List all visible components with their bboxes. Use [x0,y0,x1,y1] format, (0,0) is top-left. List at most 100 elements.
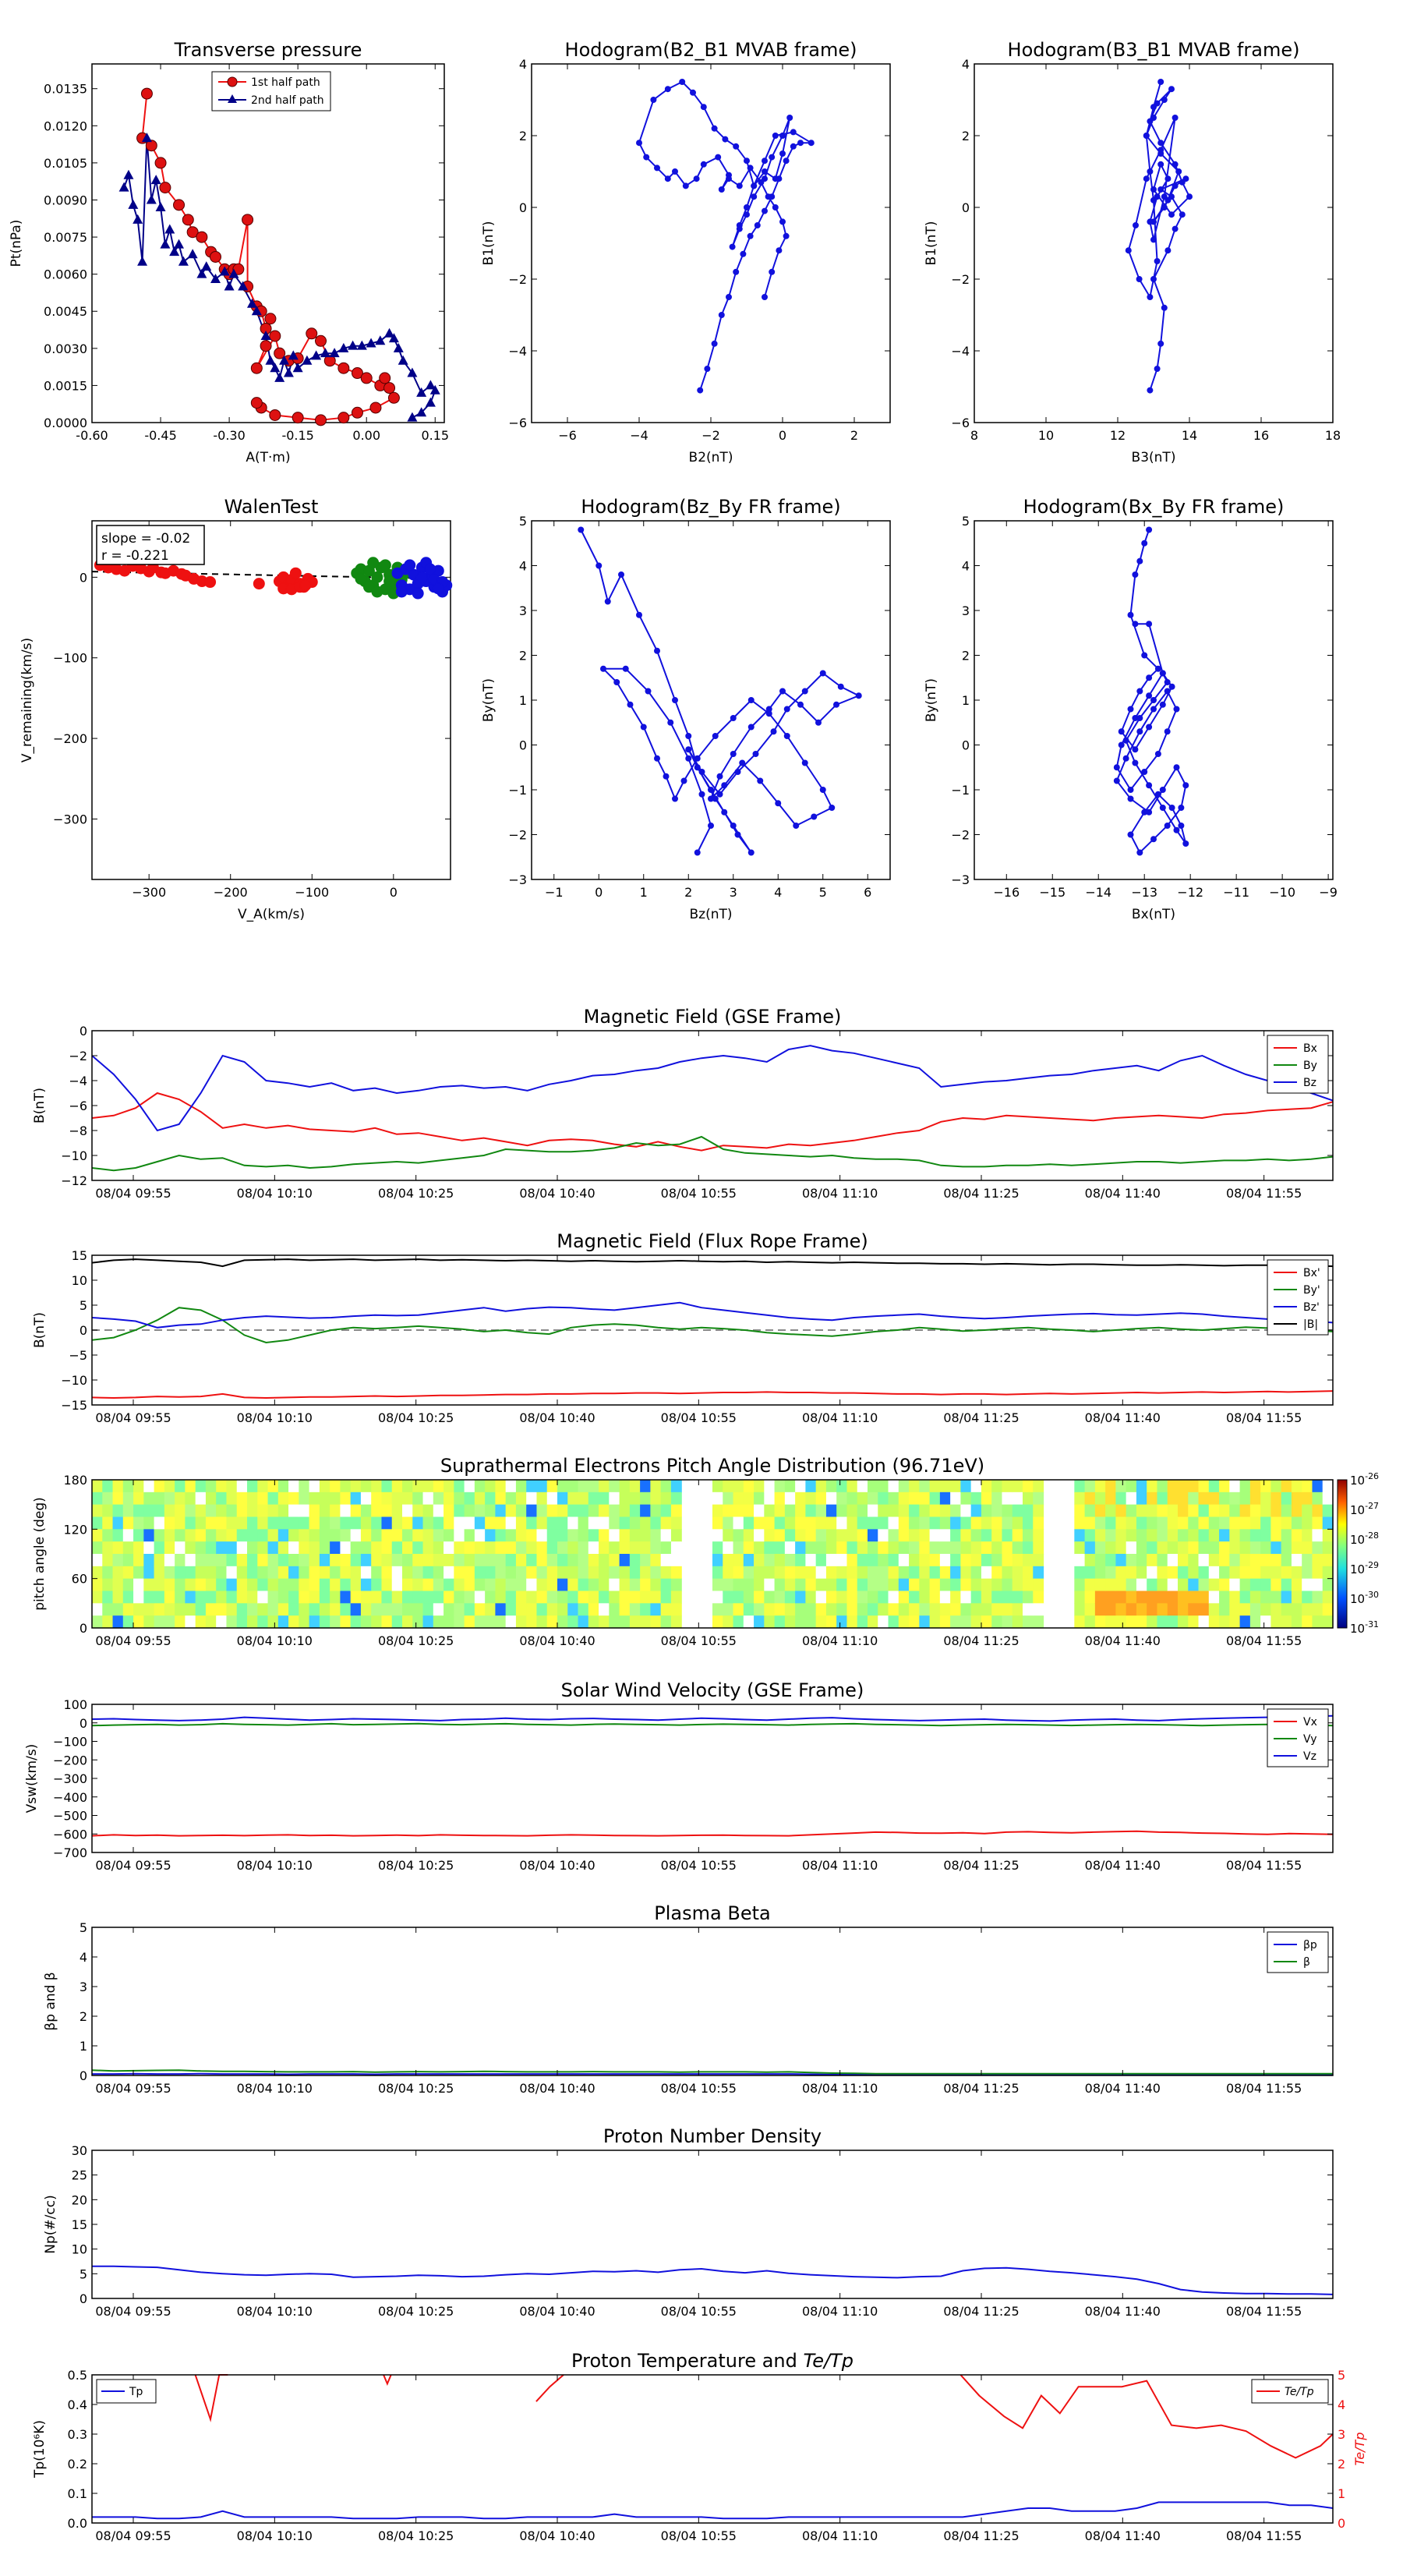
hodogram-point [1147,387,1154,394]
heatmap-cell [205,1491,217,1506]
heatmap-cell [599,1615,610,1629]
heatmap-cell [205,1504,217,1518]
heatmap-cell [557,1541,568,1555]
heatmap-cell [919,1591,931,1604]
time-tick-label: 08/04 10:40 [519,1633,595,1648]
y-tick-label: −200 [53,1753,87,1767]
data-point-2nd-half [155,202,166,211]
heatmap-cell [1126,1480,1137,1493]
time-tick-label: 08/04 11:10 [802,2081,878,2096]
heatmap-cell [670,1541,682,1555]
hodogram-point [1164,688,1171,695]
heatmap-cell [578,1529,589,1542]
heatmap-cell [898,1491,910,1506]
heatmap-cell [1249,1615,1261,1629]
walen-point-blue [412,587,424,600]
heatmap-cell [784,1516,796,1530]
hodogram-point [1146,724,1153,731]
data-point-1st-half [186,226,199,239]
heatmap-cell [1198,1554,1210,1567]
time-tick-label: 08/04 11:40 [1085,2528,1161,2543]
heatmap-cell [112,1566,124,1580]
heatmap-cell [629,1591,641,1604]
hodogram-point [1122,755,1129,762]
hodogram-point [1127,706,1134,713]
heatmap-cell [815,1529,827,1542]
heatmap-cell [505,1554,517,1567]
heatmap-cell [588,1480,599,1493]
hodogram-point [715,154,722,161]
heatmap-cell [112,1591,124,1604]
heatmap-cell [898,1554,910,1567]
hodogram-point [1178,805,1185,811]
heatmap-cell [319,1566,330,1580]
heatmap-cell [991,1480,1003,1493]
legend-label: By [1303,1060,1317,1072]
heatmap-cell [919,1504,931,1518]
data-point-2nd-half [375,335,386,345]
heatmap-cell [1023,1516,1034,1530]
data-point-2nd-half [228,268,239,278]
heatmap-cell [1188,1529,1200,1542]
heatmap-cell [92,1615,103,1629]
hodogram-point [672,795,678,802]
time-tick-label: 08/04 11:10 [802,1858,878,1873]
heatmap-cell [712,1541,723,1555]
heatmap-cell [1198,1603,1210,1616]
heatmap-cell [485,1578,496,1592]
y-tick-label: −4 [508,344,527,359]
heatmap-cell [505,1566,517,1580]
heatmap-cell [1033,1615,1044,1629]
heatmap-cell [360,1504,372,1518]
x-tick-label: 2 [850,428,858,443]
hodogram-point [1159,787,1166,793]
hodogram-point [1146,526,1153,533]
heatmap-cell [1208,1504,1220,1518]
hodogram-point [751,182,758,189]
y-axis-label: By(nT) [924,678,939,722]
heatmap-cell [164,1554,175,1567]
heatmap-cell [185,1541,196,1555]
heatmap-cell [929,1529,941,1542]
heatmap-cell [1105,1516,1116,1530]
heatmap-cell [526,1541,538,1555]
heatmap-cell [195,1591,207,1604]
heatmap-cell [257,1529,269,1542]
data-point-1st-half [264,313,277,325]
heatmap-cell [868,1554,878,1567]
legend-box [1267,1931,1329,1973]
chart-bgse: Magnetic Field (GSE Frame)−12−10−8−6−4−2… [32,1006,1334,1201]
heatmap-cell [1167,1603,1179,1616]
heatmap-cell [733,1554,744,1567]
heatmap-cell [1229,1554,1241,1567]
heatmap-cell [1219,1554,1230,1567]
heatmap-cell [1302,1529,1313,1542]
heatmap-cell [723,1504,734,1518]
x-tick-label: 6 [864,885,871,900]
heatmap-cell [1188,1491,1200,1506]
hodogram-point [636,140,642,147]
chart-title: Hodogram(B2_B1 MVAB frame) [565,39,857,61]
hodogram-point [1164,728,1171,735]
heatmap-cell [733,1566,744,1580]
heatmap-cell [122,1603,134,1616]
heatmap-cell [360,1491,372,1506]
heatmap-cell [846,1603,858,1616]
hodogram-point [765,193,772,200]
heatmap-cell [143,1529,155,1542]
heatmap-cell [277,1615,289,1629]
y-tick-label: 0.0135 [44,82,87,97]
heatmap-cell [557,1554,568,1567]
heatmap-cell [381,1541,393,1555]
heatmap-cell [236,1516,248,1530]
heatmap-cell [805,1541,817,1555]
heatmap-cell [939,1516,951,1530]
colorbar-label-base: 10 [1350,1533,1365,1547]
heatmap-cell [557,1603,568,1616]
heatmap-cell [846,1578,858,1592]
colorbar-label-exp: -30 [1365,1590,1379,1600]
heatmap-cell [929,1615,941,1629]
x-tick-label: -0.30 [213,428,245,443]
hodogram-point [1141,809,1148,816]
heatmap-cell [640,1541,651,1555]
